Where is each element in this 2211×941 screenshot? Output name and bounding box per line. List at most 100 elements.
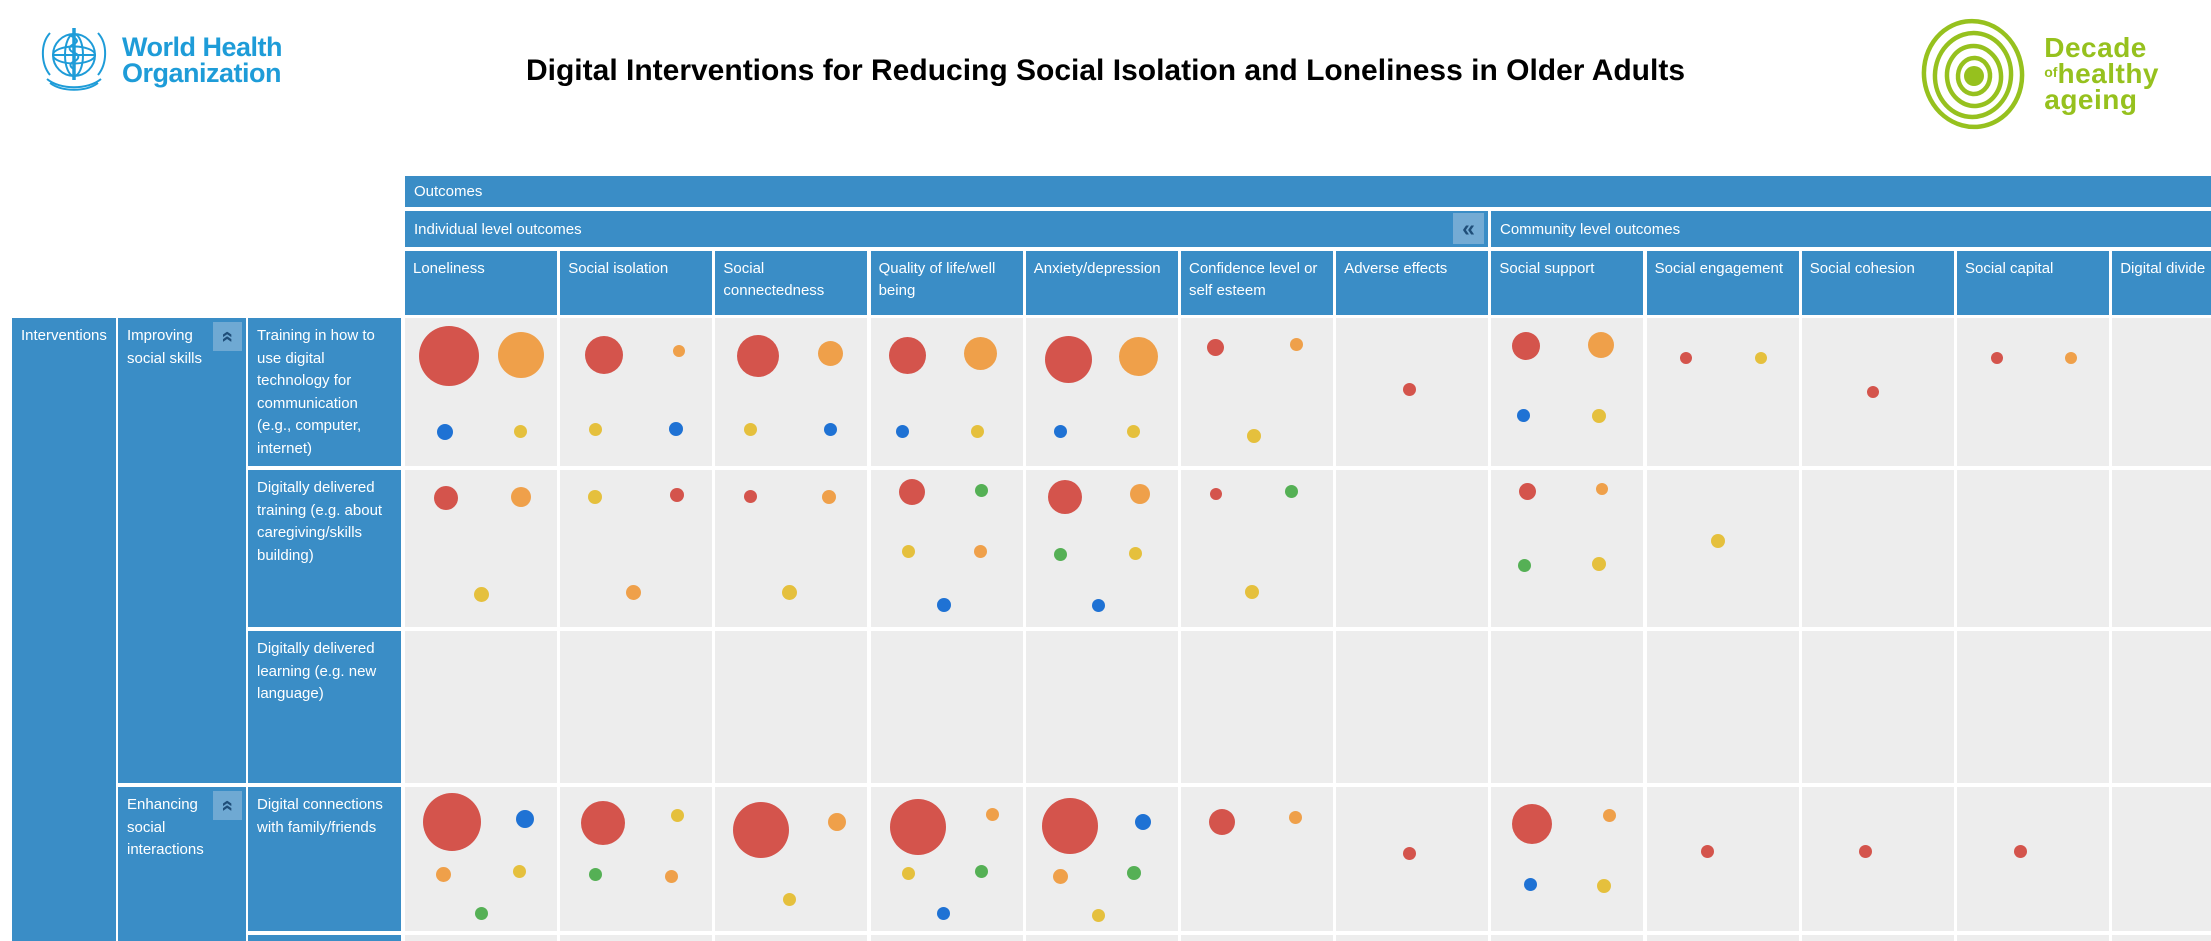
red-bubble[interactable] (1207, 339, 1225, 357)
green-bubble[interactable] (975, 483, 989, 497)
blue-bubble[interactable] (1134, 813, 1151, 830)
orange-bubble[interactable] (510, 486, 531, 507)
blue-bubble[interactable] (668, 422, 683, 436)
yellow-bubble[interactable] (473, 586, 489, 602)
orange-bubble[interactable] (497, 332, 544, 378)
yellow-bubble[interactable] (588, 489, 603, 504)
orange-bubble[interactable] (822, 489, 837, 504)
orange-bubble[interactable] (1290, 338, 1304, 352)
orange-bubble[interactable] (828, 812, 846, 831)
red-bubble[interactable] (1048, 479, 1083, 514)
yellow-bubble[interactable] (588, 422, 602, 436)
red-bubble[interactable] (898, 478, 925, 505)
blue-bubble[interactable] (1524, 878, 1538, 892)
yellow-bubble[interactable] (1754, 351, 1767, 364)
yellow-bubble[interactable] (1092, 908, 1106, 922)
blue-bubble[interactable] (516, 809, 535, 828)
blue-bubble[interactable] (937, 907, 951, 921)
red-bubble[interactable] (889, 799, 946, 856)
red-bubble[interactable] (423, 792, 482, 851)
yellow-bubble[interactable] (1246, 429, 1261, 444)
red-bubble[interactable] (2014, 845, 2028, 859)
collapse-group-improving-button[interactable]: « (213, 322, 242, 351)
red-bubble[interactable] (1680, 351, 1693, 364)
blue-bubble[interactable] (1054, 425, 1068, 439)
yellow-bubble[interactable] (1245, 585, 1260, 600)
orange-bubble[interactable] (1596, 482, 1609, 495)
yellow-bubble[interactable] (970, 425, 984, 439)
orange-bubble[interactable] (963, 337, 997, 371)
yellow-bubble[interactable] (512, 865, 526, 879)
red-bubble[interactable] (888, 336, 926, 374)
green-bubble[interactable] (474, 907, 488, 921)
green-bubble[interactable] (1126, 866, 1141, 881)
yellow-bubble[interactable] (902, 545, 916, 559)
blue-bubble[interactable] (1092, 598, 1106, 612)
matrix-cell-dd_training-social_engagement (1646, 470, 1799, 627)
green-bubble[interactable] (975, 865, 989, 879)
orange-bubble[interactable] (1129, 483, 1150, 504)
orange-bubble[interactable] (1603, 809, 1617, 823)
orange-bubble[interactable] (672, 344, 685, 357)
red-bubble[interactable] (1867, 386, 1880, 398)
red-bubble[interactable] (419, 326, 480, 387)
yellow-bubble[interactable] (1128, 546, 1142, 560)
orange-bubble[interactable] (1587, 331, 1614, 358)
orange-bubble[interactable] (1118, 336, 1158, 376)
red-bubble[interactable] (1402, 382, 1416, 396)
red-bubble[interactable] (1209, 808, 1236, 835)
orange-bubble[interactable] (664, 869, 678, 883)
green-bubble[interactable] (1285, 485, 1299, 499)
blue-bubble[interactable] (936, 598, 951, 613)
orange-bubble[interactable] (1053, 868, 1069, 884)
orange-bubble[interactable] (435, 867, 451, 883)
blue-bubble[interactable] (824, 422, 838, 436)
red-bubble[interactable] (670, 488, 685, 503)
orange-bubble[interactable] (985, 807, 999, 821)
yellow-bubble[interactable] (782, 584, 798, 600)
matrix-cell-next_row_partial-social_support (1491, 935, 1644, 941)
red-bubble[interactable] (434, 486, 459, 511)
chevron-up-icon: « (216, 799, 240, 812)
red-bubble[interactable] (1044, 335, 1092, 383)
red-bubble[interactable] (1512, 804, 1553, 845)
yellow-bubble[interactable] (783, 892, 797, 906)
blue-bubble[interactable] (896, 425, 910, 439)
collapse-group-enhancing-button[interactable]: « (213, 791, 242, 820)
red-bubble[interactable] (733, 802, 789, 859)
green-bubble[interactable] (588, 868, 602, 882)
blue-bubble[interactable] (1516, 409, 1530, 423)
green-bubble[interactable] (1518, 559, 1532, 573)
yellow-bubble[interactable] (1592, 408, 1607, 423)
yellow-bubble[interactable] (1711, 533, 1726, 548)
red-bubble[interactable] (1041, 797, 1098, 854)
red-bubble[interactable] (1402, 846, 1416, 860)
decade-rings-icon (1921, 18, 2025, 130)
red-bubble[interactable] (585, 336, 624, 374)
red-bubble[interactable] (736, 335, 779, 378)
yellow-bubble[interactable] (743, 422, 757, 436)
orange-bubble[interactable] (1288, 810, 1302, 824)
red-bubble[interactable] (743, 490, 757, 504)
orange-bubble[interactable] (973, 545, 987, 559)
yellow-bubble[interactable] (514, 425, 528, 439)
red-bubble[interactable] (1209, 487, 1222, 500)
orange-bubble[interactable] (818, 341, 844, 367)
matrix-cell-dd_training-confidence (1181, 470, 1333, 627)
red-bubble[interactable] (1512, 332, 1541, 361)
red-bubble[interactable] (1700, 845, 1714, 859)
red-bubble[interactable] (1519, 483, 1537, 501)
yellow-bubble[interactable] (902, 866, 916, 880)
red-bubble[interactable] (1990, 351, 2003, 364)
yellow-bubble[interactable] (1596, 879, 1611, 894)
yellow-bubble[interactable] (1127, 425, 1141, 439)
green-bubble[interactable] (1054, 548, 1068, 562)
collapse-individual-outcomes-button[interactable]: « (1453, 213, 1484, 244)
yellow-bubble[interactable] (1592, 557, 1607, 572)
yellow-bubble[interactable] (670, 809, 684, 823)
red-bubble[interactable] (580, 801, 625, 845)
blue-bubble[interactable] (436, 423, 453, 440)
orange-bubble[interactable] (2065, 351, 2077, 364)
orange-bubble[interactable] (625, 584, 641, 600)
red-bubble[interactable] (1859, 845, 1873, 859)
